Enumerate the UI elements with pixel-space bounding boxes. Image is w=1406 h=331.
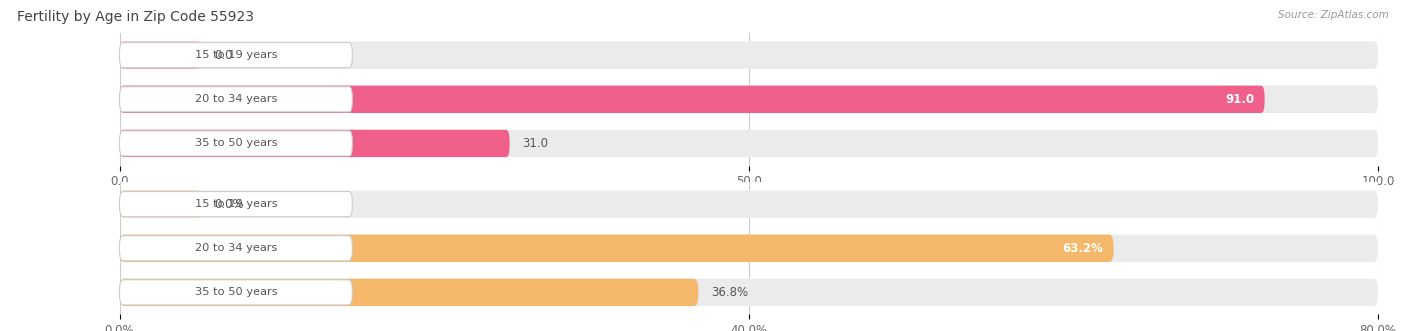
Text: Fertility by Age in Zip Code 55923: Fertility by Age in Zip Code 55923: [17, 10, 254, 24]
Text: 63.2%: 63.2%: [1063, 242, 1104, 255]
FancyBboxPatch shape: [120, 190, 201, 218]
FancyBboxPatch shape: [120, 131, 353, 156]
Text: 31.0: 31.0: [522, 137, 548, 150]
Text: 35 to 50 years: 35 to 50 years: [194, 287, 277, 297]
FancyBboxPatch shape: [120, 236, 353, 261]
FancyBboxPatch shape: [120, 279, 699, 306]
FancyBboxPatch shape: [120, 87, 353, 112]
FancyBboxPatch shape: [120, 280, 353, 305]
Text: 36.8%: 36.8%: [711, 286, 748, 299]
FancyBboxPatch shape: [120, 130, 509, 157]
FancyBboxPatch shape: [120, 86, 1378, 113]
FancyBboxPatch shape: [120, 279, 1378, 306]
Text: 20 to 34 years: 20 to 34 years: [194, 94, 277, 104]
Text: 15 to 19 years: 15 to 19 years: [194, 50, 277, 60]
FancyBboxPatch shape: [120, 86, 1264, 113]
FancyBboxPatch shape: [120, 192, 353, 217]
Text: 20 to 34 years: 20 to 34 years: [194, 243, 277, 253]
Text: 91.0: 91.0: [1226, 93, 1254, 106]
FancyBboxPatch shape: [120, 235, 1114, 262]
Text: 35 to 50 years: 35 to 50 years: [194, 138, 277, 148]
FancyBboxPatch shape: [120, 235, 1378, 262]
Text: 0.0: 0.0: [214, 49, 232, 62]
FancyBboxPatch shape: [120, 41, 201, 69]
FancyBboxPatch shape: [120, 130, 1378, 157]
FancyBboxPatch shape: [120, 43, 353, 68]
FancyBboxPatch shape: [120, 190, 1378, 218]
Text: 0.0%: 0.0%: [214, 198, 243, 211]
Text: 15 to 19 years: 15 to 19 years: [194, 199, 277, 209]
FancyBboxPatch shape: [120, 41, 1378, 69]
Text: Source: ZipAtlas.com: Source: ZipAtlas.com: [1278, 10, 1389, 20]
